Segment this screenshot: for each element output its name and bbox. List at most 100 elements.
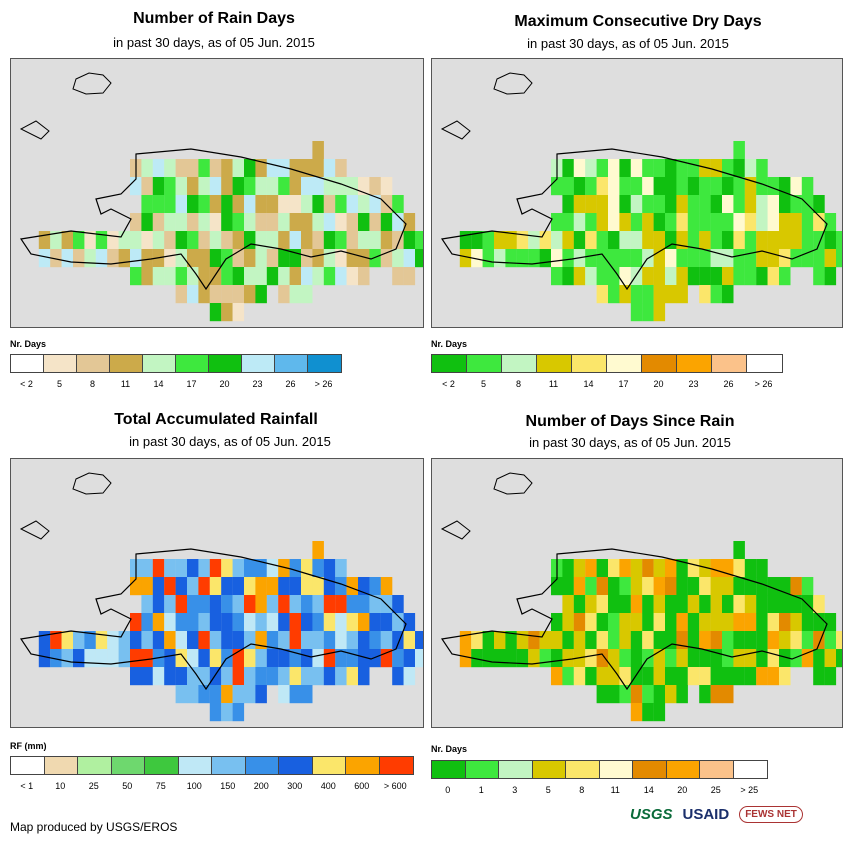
map-cell (642, 667, 654, 686)
legend-swatch (11, 757, 45, 774)
map-cell (152, 577, 165, 596)
map-cell (813, 213, 825, 232)
map-cell (756, 667, 768, 686)
inagua-outline (493, 72, 533, 95)
map-cell (733, 231, 745, 250)
map-cell (573, 559, 586, 578)
map-cell (585, 213, 597, 232)
map-cell (232, 303, 245, 322)
map-cell (642, 159, 654, 178)
map-cell (164, 631, 176, 650)
map-cell (346, 595, 359, 614)
panel-3-subtitle: in past 30 days, as of 05 Jun. 2015 (129, 434, 331, 449)
map-cell (562, 631, 574, 650)
map-cell (164, 267, 176, 286)
map-cell (301, 667, 313, 686)
map-cell (528, 631, 540, 650)
map-cell (152, 195, 165, 214)
map-cell (198, 249, 210, 268)
legend-swatch (245, 757, 279, 774)
map-cell (813, 631, 825, 650)
map-cell (278, 213, 290, 232)
map-cell (710, 177, 723, 196)
map-cell (676, 285, 688, 304)
map-cell (505, 231, 517, 250)
map-cell (710, 195, 723, 214)
map-cell (596, 231, 609, 250)
map-cell (630, 649, 643, 668)
map-cell (710, 649, 723, 668)
map-cell (676, 177, 688, 196)
map-cell (198, 613, 210, 632)
map-cell (415, 649, 423, 668)
legend-swatch (642, 355, 677, 372)
map-cell (619, 177, 631, 196)
map-cell (801, 231, 814, 250)
rain-days-map (10, 58, 424, 328)
map-cell (551, 613, 563, 632)
legend-label: 0 (445, 785, 451, 795)
map-cell (301, 577, 313, 596)
map-cell (676, 195, 688, 214)
map-cell (767, 649, 780, 668)
map-cell (630, 667, 643, 686)
map-cell (312, 141, 324, 160)
map-cell (710, 685, 723, 704)
map-cell (244, 249, 256, 268)
map-cell (346, 577, 359, 596)
map-cell (346, 649, 359, 668)
map-cell (642, 231, 654, 250)
legend-label: > 600 (383, 781, 407, 791)
map-cell (232, 559, 245, 578)
legend-swatch (607, 355, 642, 372)
map-cell (699, 249, 711, 268)
map-cell (551, 631, 563, 650)
map-cell (358, 577, 370, 596)
map-cell (289, 667, 302, 686)
legend-label: 50 (122, 781, 133, 791)
map-cell (164, 559, 176, 578)
map-cell (130, 213, 142, 232)
map-cell (665, 213, 677, 232)
map-cell (630, 159, 643, 178)
map-cell (710, 631, 723, 650)
legend-label: 25 (88, 781, 99, 791)
map-cell (392, 613, 404, 632)
map-cell (801, 613, 814, 632)
map-cell (710, 559, 723, 578)
map-cell (699, 195, 711, 214)
map-cell (710, 577, 723, 596)
map-cell (653, 231, 666, 250)
map-cell (244, 595, 256, 614)
map-cell (596, 631, 609, 650)
legend-label: > 26 (754, 379, 773, 389)
map-cell (335, 577, 347, 596)
map-cell (130, 631, 142, 650)
map-cell (73, 631, 85, 650)
map-cell (335, 649, 347, 668)
map-cell (198, 213, 210, 232)
map-cell (699, 559, 711, 578)
legend-label: 5 (56, 379, 63, 389)
map-cell (630, 213, 643, 232)
map-cell (187, 595, 199, 614)
panel-2-legend-labels: < 2 5 8 11 14 17 20 23 26 > 26 (431, 379, 781, 391)
map-cell (562, 267, 574, 286)
map-cell (836, 231, 842, 250)
map-cell (665, 631, 677, 650)
map-cell (562, 195, 574, 214)
map-cell (653, 249, 666, 268)
legend-label: 300 (287, 781, 303, 791)
map-cell (824, 667, 837, 686)
map-cell (232, 285, 245, 304)
map-cell (175, 195, 188, 214)
legend-swatch (432, 761, 466, 778)
map-cell (551, 267, 563, 286)
map-cell (733, 541, 745, 560)
map-cell (642, 177, 654, 196)
map-cell (482, 649, 495, 668)
map-cell (301, 649, 313, 668)
map-cell (403, 267, 416, 286)
map-cell (232, 249, 245, 268)
island-outline (440, 148, 828, 291)
